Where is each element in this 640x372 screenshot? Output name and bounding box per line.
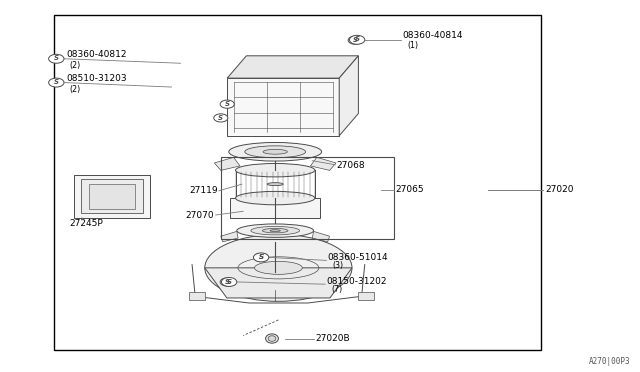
- Text: 08360-40814: 08360-40814: [403, 31, 463, 40]
- Text: 27245P: 27245P: [69, 219, 103, 228]
- Polygon shape: [312, 231, 330, 242]
- Text: 08510-31203: 08510-31203: [66, 74, 127, 83]
- Ellipse shape: [268, 336, 276, 341]
- Ellipse shape: [236, 191, 315, 205]
- Text: S: S: [259, 254, 264, 260]
- Text: (7): (7): [332, 285, 343, 294]
- Circle shape: [49, 78, 64, 87]
- Bar: [89, 184, 135, 209]
- Ellipse shape: [228, 142, 321, 161]
- Circle shape: [220, 100, 234, 108]
- Ellipse shape: [263, 149, 287, 154]
- Text: S: S: [355, 36, 360, 42]
- Text: (1): (1): [407, 41, 418, 50]
- Text: S: S: [227, 279, 232, 285]
- Text: 27068: 27068: [337, 161, 365, 170]
- Text: S: S: [54, 79, 59, 85]
- Bar: [227, 78, 339, 136]
- Polygon shape: [227, 56, 358, 78]
- Polygon shape: [310, 157, 336, 170]
- Bar: [358, 292, 374, 299]
- Ellipse shape: [262, 228, 288, 233]
- Text: S: S: [54, 55, 59, 61]
- Circle shape: [254, 253, 268, 262]
- Ellipse shape: [251, 227, 300, 235]
- Ellipse shape: [266, 334, 278, 343]
- Text: S: S: [353, 37, 358, 43]
- Polygon shape: [339, 56, 358, 136]
- Text: (2): (2): [69, 85, 81, 94]
- Ellipse shape: [268, 183, 283, 186]
- Bar: [54, 15, 541, 350]
- Polygon shape: [221, 231, 238, 242]
- Text: 27020: 27020: [545, 185, 574, 194]
- Bar: [189, 292, 205, 299]
- Polygon shape: [214, 157, 240, 170]
- Text: 08150-31202: 08150-31202: [326, 277, 387, 286]
- Polygon shape: [205, 268, 352, 298]
- Text: 27070: 27070: [186, 211, 214, 219]
- Text: (3): (3): [333, 262, 344, 270]
- Text: 27065: 27065: [395, 185, 424, 194]
- Circle shape: [214, 114, 228, 122]
- Circle shape: [349, 35, 365, 44]
- Circle shape: [49, 54, 64, 63]
- Text: 08360-40812: 08360-40812: [66, 50, 127, 59]
- Text: 27119: 27119: [189, 186, 218, 195]
- Text: S: S: [218, 115, 223, 121]
- Circle shape: [220, 278, 234, 286]
- Ellipse shape: [237, 224, 314, 237]
- Text: A270|00P3: A270|00P3: [589, 357, 630, 366]
- Circle shape: [253, 253, 269, 262]
- Bar: [81, 179, 143, 213]
- Circle shape: [221, 278, 237, 286]
- Ellipse shape: [236, 164, 315, 177]
- Bar: [221, 157, 394, 239]
- Text: S: S: [259, 254, 264, 260]
- Circle shape: [348, 36, 362, 44]
- Ellipse shape: [244, 146, 306, 158]
- Text: S: S: [225, 101, 230, 107]
- Ellipse shape: [270, 230, 280, 231]
- Text: (2): (2): [69, 61, 81, 70]
- Ellipse shape: [205, 234, 352, 301]
- Ellipse shape: [255, 261, 302, 275]
- Bar: [74, 175, 150, 218]
- Bar: [230, 198, 320, 218]
- Text: 08360-51014: 08360-51014: [328, 253, 388, 262]
- Text: 27020B: 27020B: [316, 334, 350, 343]
- Text: S: S: [225, 279, 230, 285]
